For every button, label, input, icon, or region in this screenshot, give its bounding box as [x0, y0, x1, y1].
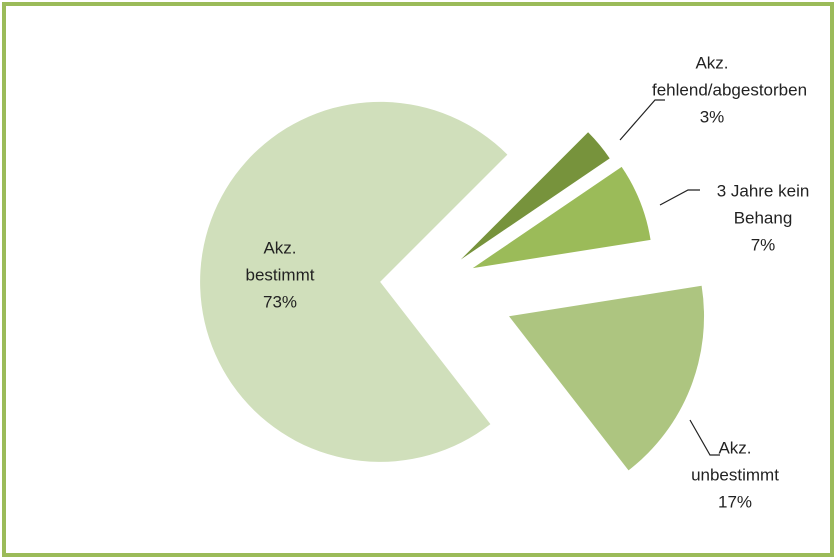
- leader-line: [619, 99, 665, 141]
- leader-line: [689, 419, 720, 456]
- data-label: Akz. unbestimmt 17%: [685, 435, 785, 516]
- leader-line: [659, 189, 700, 206]
- pie-slice: [200, 101, 508, 462]
- label-name: Akz. fehlend/abgestorben: [652, 53, 808, 100]
- label-value: 7%: [750, 235, 776, 255]
- label-value: 17%: [717, 492, 753, 512]
- label-name: 3 Jahre kein Behang: [716, 181, 810, 228]
- label-value: 73%: [262, 292, 298, 312]
- data-label: Akz. bestimmt 73%: [235, 235, 325, 316]
- pie-slice: [460, 132, 610, 260]
- pie-slice: [509, 285, 705, 471]
- pie-slice: [472, 166, 651, 269]
- label-name: Akz. bestimmt: [245, 238, 315, 285]
- data-label: 3 Jahre kein Behang 7%: [708, 178, 818, 259]
- label-value: 3%: [699, 107, 725, 127]
- data-label: Akz. fehlend/abgestorben 3%: [652, 50, 807, 131]
- label-name: Akz. unbestimmt: [691, 438, 779, 485]
